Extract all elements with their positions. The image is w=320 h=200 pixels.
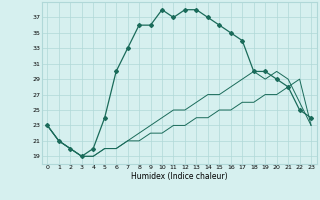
X-axis label: Humidex (Indice chaleur): Humidex (Indice chaleur): [131, 172, 228, 181]
